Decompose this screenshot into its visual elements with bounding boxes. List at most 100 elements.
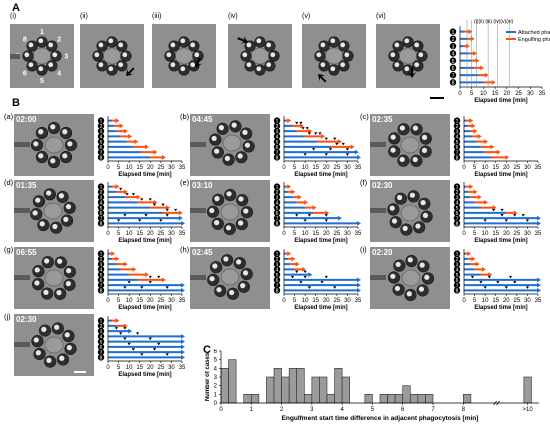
bead-highlight	[32, 210, 38, 216]
bead-highlight	[209, 276, 215, 282]
engulfing-arrowhead	[469, 118, 474, 124]
cell-number-label: 1	[100, 119, 103, 125]
central-cell	[400, 136, 420, 154]
cell-marker	[273, 255, 281, 263]
engulfing-arrowhead	[161, 277, 166, 283]
cell-marker	[449, 28, 457, 35]
cell-marker	[97, 281, 105, 289]
cell-number-label: 2	[456, 124, 459, 130]
engulfing-arrowhead	[513, 210, 518, 216]
micrograph: 04:45	[190, 114, 270, 176]
histogram-bar	[417, 394, 426, 404]
event-triangle	[328, 148, 333, 151]
cell-number-label: 1	[452, 30, 455, 36]
event-triangle	[123, 327, 127, 330]
legend-attached-label: Attached phase	[518, 30, 550, 36]
timestamp-label: 02:20	[372, 248, 393, 257]
engulfing-arrowhead	[469, 184, 474, 190]
histogram-bar	[402, 385, 411, 404]
attached-arrowhead	[537, 215, 541, 221]
x-tick-label: 10	[480, 91, 487, 97]
x-tick-label: 5	[117, 298, 121, 304]
cell-marker	[453, 255, 461, 263]
x-tick-label: 25	[158, 165, 165, 171]
cell-number-label: 1	[100, 252, 103, 258]
central-cell	[32, 47, 52, 65]
attached-arrowhead	[181, 339, 185, 345]
engulfing-arrowhead	[287, 251, 292, 257]
event-triangle	[301, 127, 305, 130]
event-triangle	[144, 214, 148, 217]
bead-highlight	[266, 42, 272, 48]
cell-number-label: 1	[276, 119, 279, 125]
event-triangle	[157, 275, 161, 279]
central-cell	[44, 136, 64, 154]
micropipette	[190, 208, 206, 213]
engulfing-arrowhead	[484, 199, 489, 205]
bead-highlight	[242, 129, 248, 136]
cell-marker	[273, 276, 281, 284]
attached-arrowhead	[337, 215, 342, 221]
x-tick-label: 10	[302, 298, 309, 304]
bead-highlight	[108, 66, 114, 72]
attached-arrowhead	[181, 354, 185, 360]
x-tick-label: 0	[462, 165, 466, 171]
x-tick-label: 15	[312, 231, 319, 237]
x-tick-label: 5	[293, 298, 297, 304]
cell-marker	[273, 117, 281, 124]
cell-marker	[97, 183, 105, 190]
bead-highlight	[390, 52, 396, 58]
event-triangle	[148, 198, 152, 201]
bead-highlight	[242, 270, 249, 276]
bead-highlight	[340, 62, 346, 68]
bead-highlight	[238, 220, 244, 226]
micrograph: 03:10	[190, 180, 270, 242]
attached-arrowhead	[178, 215, 183, 221]
micrograph-svg	[370, 123, 432, 167]
x-axis-label: Engulfment start time difference in adja…	[282, 415, 479, 422]
cell-marker	[453, 199, 461, 206]
event-triangle	[483, 286, 487, 289]
event-triangle	[119, 332, 123, 335]
cell-marker	[273, 183, 281, 190]
cell-marker	[453, 154, 461, 161]
bead-highlight	[38, 38, 44, 44]
bead-highlight	[399, 125, 406, 131]
bead-highlight	[59, 355, 65, 361]
attached-arrowhead	[181, 349, 185, 355]
cell-number-label: 4	[100, 335, 103, 341]
cell-number-label: 8	[276, 156, 279, 162]
cell-marker	[273, 281, 281, 289]
bead-highlight	[48, 62, 54, 68]
engulfing-arrowhead	[466, 43, 471, 49]
bead-number-label: 8	[23, 36, 27, 43]
engulfing-arrowhead	[166, 205, 171, 211]
y-tick-label: 4	[214, 366, 218, 372]
bead-highlight	[422, 212, 429, 219]
bead-highlight	[214, 195, 220, 202]
x-axis-label: Elapsed time [min]	[118, 172, 171, 178]
x-tick-label: 30	[524, 298, 531, 304]
cell-number-label: 5	[456, 206, 459, 212]
cell-marker	[273, 220, 281, 227]
x-axis-label: Elapsed time [min]	[118, 238, 171, 244]
bead-highlight	[98, 62, 104, 68]
bead-highlight	[62, 153, 68, 159]
cell-number-label: 4	[100, 268, 103, 274]
bead-highlight	[389, 205, 395, 211]
bead-highlight	[270, 52, 276, 58]
x-tick-label: 20	[323, 165, 330, 171]
x-axis-label: Elapsed time [min]	[294, 172, 347, 178]
event-triangle	[123, 286, 127, 289]
attached-arrowhead	[181, 333, 185, 339]
bead-number-label: 6	[23, 71, 27, 78]
bead-highlight	[122, 52, 128, 58]
micrograph-svg	[164, 36, 204, 76]
micrograph-svg	[14, 188, 76, 234]
bead-highlight	[118, 42, 124, 48]
x-tick-label: 5	[473, 165, 477, 171]
cell-marker	[97, 122, 105, 130]
x-tick-label: 30	[168, 365, 175, 371]
